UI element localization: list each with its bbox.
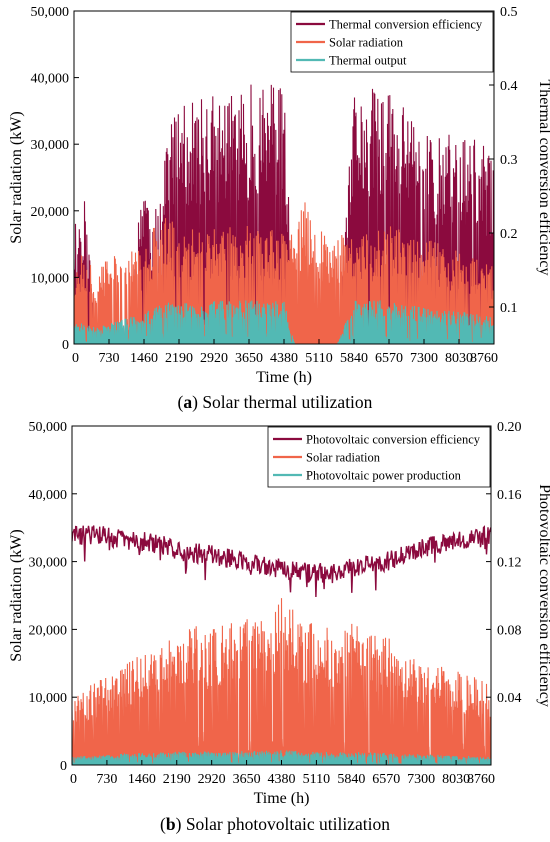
panel-a-xtick-label: 2920 [200,351,228,366]
panel-a-xtick-label: 3650 [235,351,263,366]
panel-b-xtick-label: 8760 [467,772,495,787]
panel-a-y2-axis-label: Thermal conversion efficiency [536,79,550,275]
panel-a-xtick-label: 730 [99,351,120,366]
panel-b-series-efficiency [72,525,491,598]
panel-b-y2tick-label: 0.12 [497,556,522,571]
panel-a-series-output [74,300,494,344]
chart-panel-b: 0 730 1460 2190 2920 3650 4380 5110 5840 6570 7300… [8,420,550,807]
panel-b-y-axis-label: Solar radiation (kW) [8,529,25,661]
panel-a-xtick-label: 4380 [270,351,298,366]
panel-b-legend-box [267,426,491,488]
panel-a-y2tick-label: 0.3 [500,153,518,168]
panel-b-xtick-label: 1460 [128,772,156,787]
caption-a-letter: a [183,392,193,412]
panel-b-ytick-label: 0 [60,759,67,774]
panel-a-ytick-label: 40,000 [31,72,70,87]
caption-b-text: Solar photovoltaic utilization [181,814,390,834]
panel-a-legend-label-efficiency: Thermal conversion efficiency [329,18,483,32]
panel-a-xtick-label: 7300 [410,351,438,366]
panel-a-ytick-label: 0 [62,338,69,353]
panel-a-y2tick-label: 0.5 [500,5,518,20]
panel-b-y2tick-label: 0.08 [497,623,522,638]
panel-b-legend-label-radiation: Solar radiation [306,451,381,465]
panel-b-y2tick-label: 0.04 [497,691,522,706]
panel-a-xtick-label: 6570 [375,351,403,366]
panel-b-xtick-label: 4380 [268,772,296,787]
panel-b-xtick-label: 5840 [337,772,365,787]
panel-a-ytick-label: 30,000 [31,138,70,153]
panel-a-xtick-label: 1460 [130,351,158,366]
panel-b-xtick-label: 8030 [442,772,470,787]
panel-a-y2tick-label: 0.4 [500,79,518,94]
panel-a-legend-label-output: Thermal output [329,54,407,68]
panel-a-x-axis-label: Time (h) [256,369,312,386]
panel-b-xtick-label: 7300 [407,772,435,787]
panel-a-ytick-label: 50,000 [31,5,70,20]
panel-b-ytick-label: 20,000 [29,623,68,638]
panel-b-x-axis-label: Time (h) [254,790,310,807]
caption-b-letter: b [165,814,176,834]
caption-a-text: Solar thermal utilization [197,392,373,412]
panel-b-legend-label-efficiency: Photovoltaic conversion efficiency [306,433,481,447]
panel-b-y2-axis-label: Photovoltaic conversion efficiency [536,484,550,707]
panel-a-y2tick-label: 0.1 [500,301,518,316]
panel-a-ytick-label: 10,000 [31,271,70,286]
panel-b-xtick-label: 6570 [372,772,400,787]
panel-b-legend: Photovoltaic conversion efficiency Solar … [267,426,491,488]
panel-b-legend-label-output: Photovoltaic power production [306,469,462,483]
chart-panel-a: 0 730 1460 2190 2920 3650 4380 5110 5840 6570 7300… [8,5,550,386]
panel-b-ytick-label: 50,000 [29,420,68,435]
panel-b-xtick-label: 5110 [303,772,330,787]
panel-a-xtick-label: 8030 [445,351,473,366]
panel-a-xtick-label: 0 [72,351,79,366]
panel-b-xtick-label: 3650 [233,772,261,787]
panel-a-legend: Thermal conversion efficiency Solar radia… [290,11,494,73]
panel-a-y-axis-label: Solar radiation (kW) [8,111,25,243]
caption-b: (b) Solar photovoltaic utilization [160,814,390,834]
panel-b-y2tick-label: 0.20 [497,420,522,435]
panel-a-legend-label-radiation: Solar radiation [329,36,404,50]
panel-b-ytick-label: 40,000 [29,488,68,503]
panel-a-xtick-label: 2190 [165,351,193,366]
panel-a-series-group [74,84,494,344]
panel-b-ytick-label: 10,000 [29,691,68,706]
panel-b-xtick-label: 2920 [198,772,226,787]
panel-b-xtick-label: 730 [96,772,117,787]
panel-a-xtick-label: 8760 [470,351,498,366]
panel-a-y2tick-label: 0.2 [500,227,518,242]
panel-b-ytick-label: 30,000 [29,556,68,571]
panel-a-xtick-label: 5110 [305,351,332,366]
panel-b-series-group [72,525,491,765]
panel-a-ytick-label: 20,000 [31,205,70,220]
panel-b-xtick-label: 0 [70,772,77,787]
panel-b-xtick-label: 2190 [163,772,191,787]
caption-a: (a) Solar thermal utilization [177,392,373,412]
panel-a-xtick-label: 5840 [340,351,368,366]
panel-b-series-radiation [72,598,491,765]
panel-b-y2tick-label: 0.16 [497,488,522,503]
